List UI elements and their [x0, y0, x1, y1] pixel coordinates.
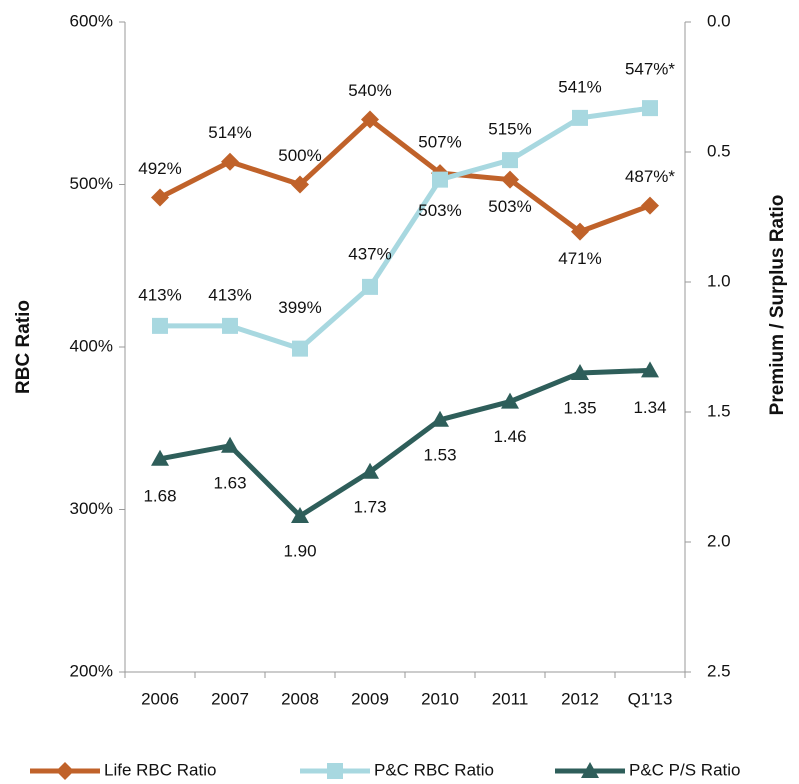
x-tick-label: Q1'13	[628, 689, 673, 708]
data-label: 413%	[138, 285, 181, 304]
y2-tick-label: 2.0	[707, 531, 731, 550]
marker	[501, 392, 519, 409]
data-label: 507%	[418, 133, 461, 152]
data-label: 492%	[138, 159, 181, 178]
x-tick-label: 2008	[281, 689, 319, 708]
y-axis-title: RBC Ratio	[13, 300, 34, 394]
data-label: 399%	[278, 298, 321, 317]
x-tick-label: 2010	[421, 689, 459, 708]
marker	[501, 170, 519, 189]
marker	[291, 507, 309, 523]
y2-tick-label: 1.0	[707, 271, 731, 290]
x-tick-label: 2011	[492, 689, 529, 708]
series-line	[158, 116, 651, 235]
marker	[432, 171, 448, 188]
y-tick-label: 200%	[70, 661, 113, 680]
data-label: 547%*	[625, 60, 675, 79]
y-tick-label: 400%	[70, 336, 113, 355]
marker	[361, 110, 379, 129]
y-tick-label: 600%	[70, 11, 113, 30]
data-label: 471%	[558, 249, 601, 268]
legend-label: Life RBC Ratio	[104, 760, 216, 779]
marker	[221, 152, 239, 171]
series-line	[160, 105, 651, 352]
marker	[327, 763, 343, 779]
marker	[641, 196, 659, 215]
marker	[362, 278, 378, 295]
data-label: 500%	[278, 146, 321, 165]
data-label: 1.46	[493, 427, 526, 446]
marker	[56, 762, 74, 780]
marker	[642, 100, 658, 117]
data-label: 503%	[488, 197, 531, 216]
marker	[152, 317, 168, 334]
data-label: 1.53	[423, 445, 456, 464]
marker	[151, 449, 169, 466]
data-label: 541%	[558, 77, 601, 96]
y2-tick-label: 0.0	[707, 11, 731, 30]
marker	[221, 436, 239, 453]
data-label: 514%	[208, 123, 251, 142]
marker	[641, 361, 659, 378]
x-tick-label: 2012	[561, 689, 599, 708]
legend-label: P&C RBC Ratio	[374, 760, 494, 779]
marker	[292, 340, 308, 357]
marker	[151, 188, 169, 207]
marker	[502, 152, 518, 169]
series-line	[159, 367, 651, 520]
marker	[581, 762, 599, 778]
data-label: 437%	[348, 244, 391, 263]
x-tick-label: 2006	[141, 689, 179, 708]
data-label: 1.68	[143, 486, 176, 505]
marker	[571, 222, 589, 241]
data-label: 1.73	[353, 497, 386, 516]
y2-axis-title: Premium / Surplus Ratio	[767, 195, 788, 416]
marker	[222, 317, 238, 334]
y2-tick-label: 0.5	[707, 141, 731, 160]
x-tick-label: 2009	[351, 689, 389, 708]
data-label: 1.35	[563, 398, 596, 417]
x-tick-label: 2007	[211, 689, 249, 708]
data-label: 413%	[208, 285, 251, 304]
data-label: 487%*	[625, 167, 675, 186]
y2-tick-label: 1.5	[707, 401, 731, 420]
data-label: 1.90	[283, 541, 316, 560]
data-label: 515%	[488, 120, 531, 139]
data-label: 1.63	[213, 473, 246, 492]
marker	[291, 175, 309, 194]
y2-tick-label: 2.5	[707, 661, 731, 680]
y-tick-label: 500%	[70, 174, 113, 193]
legend-label: P&C P/S Ratio	[629, 760, 741, 779]
data-label: 1.34	[633, 398, 666, 417]
data-label: 540%	[348, 81, 391, 100]
marker	[431, 410, 449, 427]
y-tick-label: 300%	[70, 499, 113, 518]
marker	[361, 462, 379, 479]
marker	[572, 109, 588, 126]
marker	[571, 364, 589, 380]
data-label: 503%	[418, 201, 461, 220]
